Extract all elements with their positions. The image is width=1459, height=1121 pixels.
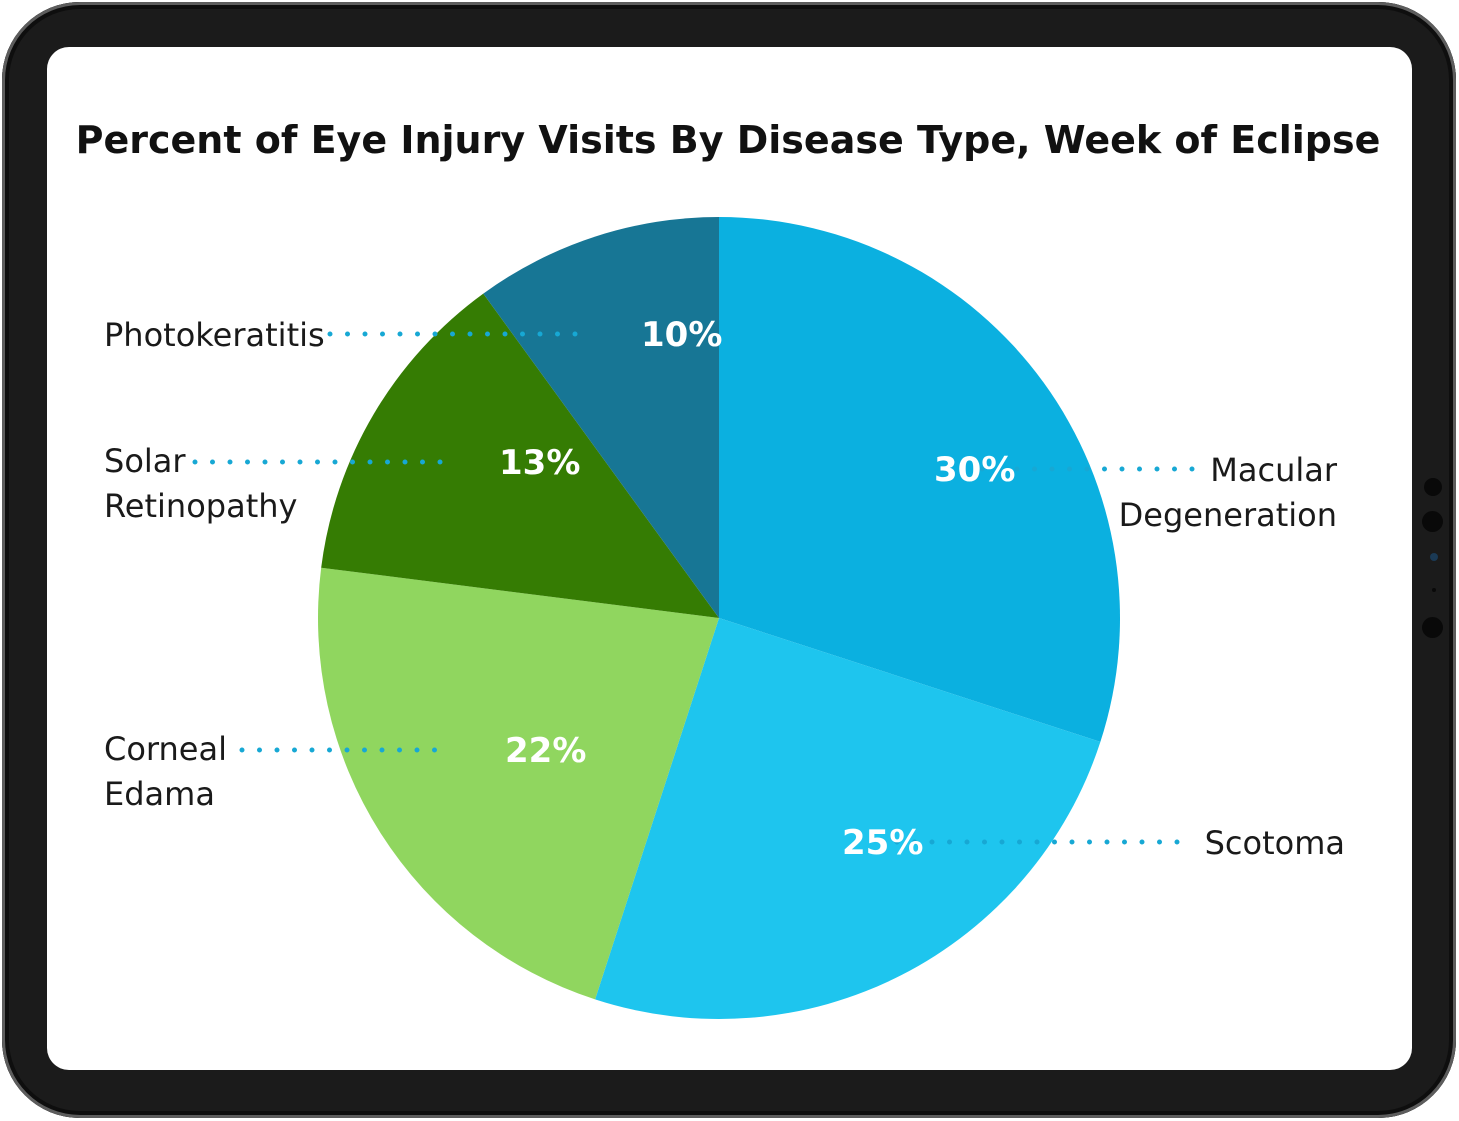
camera-dot-icon — [1430, 553, 1438, 561]
category-label-line: Degeneration — [1119, 496, 1337, 534]
slice-category-label: Solar Retinopathy — [104, 442, 297, 525]
chart-title: Percent of Eye Injury Visits By Disease … — [76, 118, 1381, 162]
pie-chart: Percent of Eye Injury Visits By Disease … — [76, 118, 1381, 1019]
slice-category-label: Photokeratitis — [104, 316, 325, 354]
pie-slice — [483, 217, 719, 618]
pie-slice — [321, 293, 719, 618]
slice-value-label: 25% — [842, 823, 923, 863]
slice-category-label: Scotoma — [1205, 824, 1345, 862]
category-label-line: Scotoma — [1205, 824, 1345, 862]
category-label-line: Retinopathy — [104, 487, 297, 525]
category-label-line: Edama — [104, 775, 215, 813]
slice-value-label: 22% — [505, 731, 586, 771]
category-label-line: Solar — [104, 442, 186, 480]
slice-category-label: Macular Degeneration — [1119, 451, 1338, 534]
slice-value-label: 30% — [934, 450, 1015, 490]
pie-slice — [595, 618, 1101, 1019]
pie-slice — [318, 567, 719, 1000]
pie-slice — [719, 217, 1120, 742]
side-button — [1424, 478, 1442, 496]
category-label-line: Photokeratitis — [104, 316, 325, 354]
sensor-dot-icon — [1432, 588, 1436, 592]
category-label-line: Corneal — [104, 730, 227, 768]
slice-category-label: Corneal Edama — [104, 730, 227, 813]
category-label-line: Macular — [1210, 451, 1338, 489]
side-button — [1422, 511, 1443, 532]
slice-value-label: 10% — [641, 315, 722, 355]
slice-value-label: 13% — [499, 443, 580, 483]
side-button — [1422, 617, 1443, 638]
screen: Percent of Eye Injury Visits By Disease … — [47, 47, 1412, 1070]
